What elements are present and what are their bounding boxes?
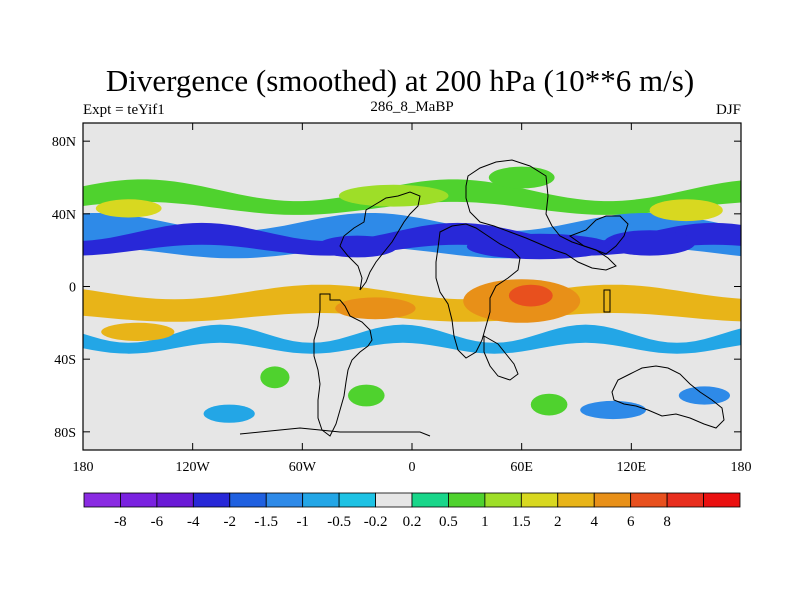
southern-blue-band <box>83 324 741 354</box>
colorbar-swatch <box>520 492 559 508</box>
coastline-africa <box>435 223 521 359</box>
field-blob <box>603 230 696 256</box>
coastline-south-africa <box>483 335 519 381</box>
field-blob <box>508 284 553 307</box>
y-tick-label: 0 <box>69 281 76 296</box>
colorbar-label: 1.5 <box>512 514 531 530</box>
colorbar-swatch <box>666 492 704 508</box>
colorbar-swatch <box>338 492 376 508</box>
colorbar-swatch <box>703 492 741 508</box>
colorbar-label: 6 <box>627 514 635 530</box>
field-blob <box>317 235 398 258</box>
colorbar-swatch <box>630 492 668 508</box>
colorbar: -8 -6 -4 -2 -1.5 -1 -0.5 -0.2 0.2 0.5 1 1.5 2 4 6 8 <box>83 492 741 530</box>
colorbar-swatch <box>411 492 449 508</box>
divergence-field <box>83 166 741 423</box>
coastline-australia <box>611 365 725 429</box>
field-blob <box>101 322 175 341</box>
colorbar-label: 0.2 <box>403 514 422 530</box>
x-tick-label: 120W <box>176 460 211 475</box>
colorbar-swatch <box>302 492 340 508</box>
field-blob <box>335 297 416 320</box>
coastline-east-asia <box>568 215 629 255</box>
axes: 180 120W 60W 0 60E 120E 180 80N 40N 0 40S 80S <box>52 123 752 475</box>
colorbar-swatch <box>484 492 522 508</box>
field-blob <box>530 393 568 416</box>
colorbar-label: -1.5 <box>254 514 278 530</box>
field-blob <box>260 366 290 389</box>
colorbar-swatch <box>192 492 231 508</box>
colorbar-label: 0.5 <box>439 514 458 530</box>
colorbar-label: -1 <box>296 514 309 530</box>
x-tick-label: 60E <box>510 460 533 475</box>
coastline-india <box>603 289 611 313</box>
coastline-south-america <box>313 293 373 437</box>
field-blob <box>466 233 613 260</box>
y-tick-label: 40S <box>54 353 76 368</box>
colorbar-label: 8 <box>663 514 671 530</box>
map-plot-area <box>83 123 741 450</box>
x-tick-label: 0 <box>409 460 416 475</box>
experiment-label: Expt = teYif1 <box>83 102 165 118</box>
colorbar-swatch <box>83 492 121 508</box>
case-label: 286_8_MaBP <box>370 99 453 115</box>
colorbar-label: -0.2 <box>364 514 388 530</box>
colorbar-label: -0.5 <box>327 514 351 530</box>
x-tick-label: 60W <box>289 460 317 475</box>
colorbar-swatch <box>265 492 304 508</box>
colorbar-swatch <box>375 492 413 508</box>
colorbar-label: -6 <box>151 514 164 530</box>
coastline-north-america <box>339 191 421 291</box>
field-blob <box>488 166 555 189</box>
colorbar-label: 1 <box>481 514 489 530</box>
coastline-antarctica <box>239 427 431 437</box>
colorbar-label: 4 <box>590 514 598 530</box>
field-blob <box>649 199 723 222</box>
y-tick-label: 80S <box>54 426 76 441</box>
field-blob <box>95 199 162 218</box>
x-tick-label: 180 <box>73 460 94 475</box>
season-label: DJF <box>716 102 741 118</box>
colorbar-swatch <box>156 492 194 508</box>
x-tick-label: 120E <box>617 460 647 475</box>
y-tick-label: 80N <box>52 135 76 150</box>
colorbar-label: 2 <box>554 514 562 530</box>
chart-title: Divergence (smoothed) at 200 hPa (10**6 … <box>106 63 694 98</box>
colorbar-label: -4 <box>187 514 200 530</box>
field-blob <box>203 404 255 423</box>
colorbar-label: -8 <box>114 514 127 530</box>
field-blob <box>580 400 646 420</box>
colorbar-swatch <box>593 492 632 508</box>
colorbar-swatch <box>229 492 267 508</box>
field-blob <box>348 384 385 407</box>
x-tick-label: 180 <box>731 460 752 475</box>
colorbar-swatch <box>120 492 158 508</box>
colorbar-swatch <box>448 492 486 508</box>
field-blob <box>338 184 449 207</box>
colorbar-label: -2 <box>224 514 237 530</box>
coastlines <box>239 159 725 437</box>
coastline-eurasia <box>465 159 617 271</box>
colorbar-swatch <box>557 492 595 508</box>
y-tick-label: 40N <box>52 208 76 223</box>
